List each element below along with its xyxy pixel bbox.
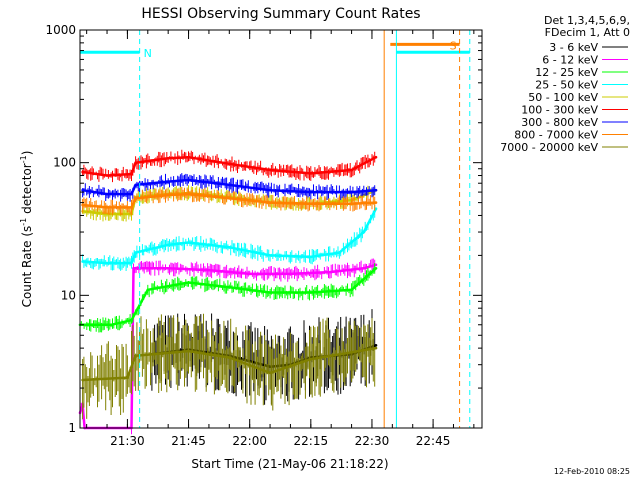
chart-title: HESSI Observing Summary Count Rates — [141, 6, 420, 22]
plot-data: NS — [78, 30, 471, 435]
legend-entry: 100 - 300 keV — [521, 104, 598, 117]
legend-header-line-2: FDecim 1, Att 0 — [545, 26, 630, 39]
series-noise — [82, 313, 376, 420]
series-7 — [81, 173, 378, 202]
series-noise — [79, 263, 376, 333]
legend-entry: 25 - 50 keV — [535, 79, 598, 92]
y-axis-label-part: detector — [20, 163, 34, 218]
series-9 — [81, 313, 378, 420]
y-axis-label-superscript: -1 — [19, 155, 28, 163]
axes: 21:30 21:45 22:00 22:15 22:30 22:45 1 10 100 1000 — [45, 23, 482, 448]
legend-entry: 50 - 100 keV — [528, 91, 598, 104]
legend-entry: 800 - 7000 keV — [514, 129, 598, 142]
series-noise — [82, 173, 376, 202]
annotation-label: S — [450, 39, 457, 52]
x-tick-label: 22:30 — [355, 434, 390, 448]
annotation-label: N — [144, 47, 152, 60]
y-axis-label: Count Rate (s-1 detector-1) — [19, 151, 34, 308]
y-tick-label: 1000 — [45, 23, 76, 37]
series-8 — [81, 187, 378, 216]
series-line — [82, 208, 378, 265]
x-tick-label: 22:45 — [416, 434, 451, 448]
legend: Det 1,3,4,5,6,9, FDecim 1, Att 0 3 - 6 k… — [500, 14, 630, 154]
x-axis-label: Start Time (21-May-06 21:18:22) — [191, 457, 388, 471]
series-noise — [82, 187, 376, 216]
series-noise — [82, 204, 376, 271]
x-tick-label: 21:30 — [110, 434, 145, 448]
y-tick-label: 1 — [68, 421, 76, 435]
legend-header-line-1: Det 1,3,4,5,6,9, — [544, 14, 630, 27]
y-tick-label: 100 — [53, 156, 76, 170]
x-tick-label: 22:00 — [232, 434, 267, 448]
series-2 — [78, 258, 378, 435]
x-tick-label: 21:45 — [171, 434, 206, 448]
plot-frame — [79, 29, 483, 429]
y-axis-label-part: Count Rate (s — [20, 226, 34, 308]
x-tick-label: 22:15 — [294, 434, 329, 448]
legend-entry: 300 - 800 keV — [521, 116, 598, 129]
legend-entry: 6 - 12 keV — [542, 54, 598, 67]
y-axis-label-part: ) — [20, 151, 34, 156]
series-noise — [82, 149, 376, 183]
legend-entry: 3 - 6 keV — [549, 41, 598, 54]
legend-entry: 12 - 25 keV — [535, 66, 598, 79]
legend-entry: 7000 - 20000 keV — [500, 141, 598, 154]
series-noise — [79, 258, 376, 435]
y-axis-label-superscript: -1 — [19, 218, 28, 226]
series-3 — [78, 263, 378, 333]
series-6 — [81, 149, 378, 183]
series-4 — [81, 204, 378, 271]
footer-date: 12-Feb-2010 08:25 — [554, 467, 630, 476]
y-tick-label: 10 — [61, 288, 76, 302]
